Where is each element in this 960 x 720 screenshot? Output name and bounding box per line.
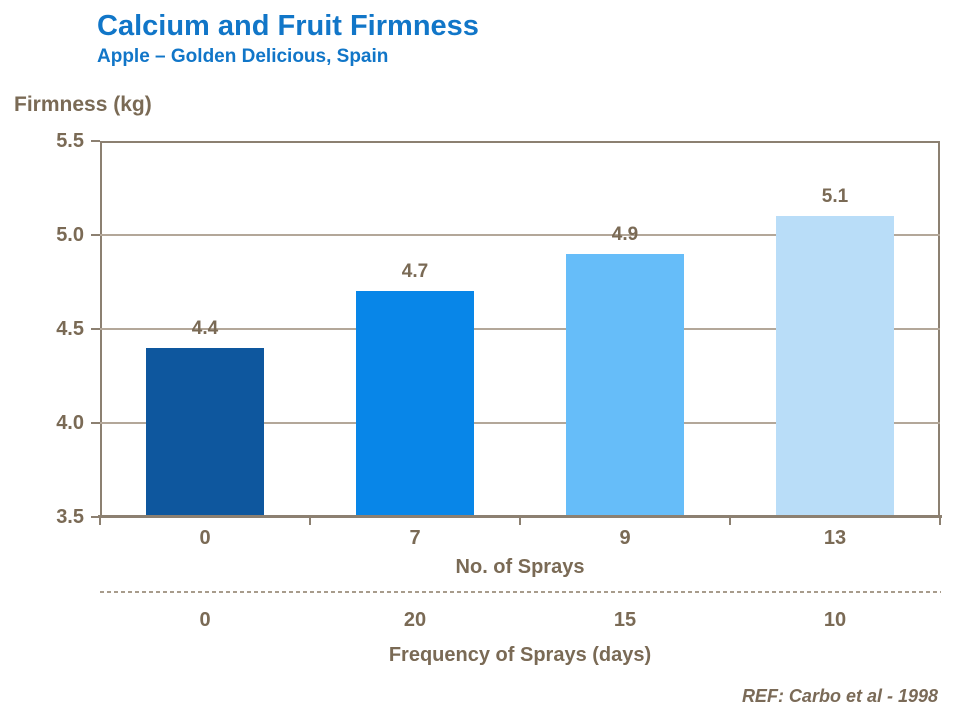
secondary-x-tick-label: 10 <box>823 609 847 631</box>
x-axis-title: No. of Sprays <box>455 556 585 578</box>
bar-value-label: 4.7 <box>401 261 429 283</box>
dashed-separator-line <box>100 591 941 593</box>
y-tick-mark <box>91 328 100 330</box>
y-tick-label: 5.5 <box>56 130 84 152</box>
y-tick-mark <box>91 516 100 518</box>
x-tick-mark <box>939 518 941 525</box>
bar-value-label: 4.9 <box>611 223 639 245</box>
secondary-x-tick-label: 0 <box>199 609 211 631</box>
y-tick-mark <box>91 140 100 142</box>
y-gridline <box>100 328 940 330</box>
x-tick-label: 9 <box>619 527 631 549</box>
bar <box>356 291 474 516</box>
y-gridline <box>100 234 940 236</box>
x-tick-label: 7 <box>409 527 421 549</box>
y-tick-label: 4.0 <box>56 412 84 434</box>
x-axis-line <box>98 515 942 518</box>
bar <box>776 216 894 516</box>
chart-subtitle: Apple – Golden Delicious, Spain <box>97 46 389 67</box>
y-tick-label: 4.5 <box>56 318 84 340</box>
secondary-x-axis-title: Frequency of Sprays (days) <box>388 644 652 666</box>
bar-value-label: 4.4 <box>191 317 219 339</box>
y-gridline <box>100 422 940 424</box>
reference-note: REF: Carbo et al - 1998 <box>741 686 938 706</box>
x-tick-label: 13 <box>823 527 847 549</box>
secondary-x-tick-label: 20 <box>403 609 427 631</box>
x-tick-label: 0 <box>199 527 211 549</box>
bar-value-label: 5.1 <box>821 186 849 208</box>
bar <box>146 347 264 516</box>
y-tick-label: 3.5 <box>56 506 84 528</box>
x-tick-mark <box>519 518 521 525</box>
x-tick-mark <box>309 518 311 525</box>
bar <box>566 253 684 516</box>
y-tick-mark <box>91 234 100 236</box>
x-tick-mark <box>729 518 731 525</box>
y-tick-mark <box>91 422 100 424</box>
secondary-x-tick-label: 15 <box>613 609 637 631</box>
chart-title: Calcium and Fruit Firmness <box>97 10 479 42</box>
y-tick-label: 5.0 <box>56 224 84 246</box>
x-tick-mark <box>99 518 101 525</box>
y-axis-title: Firmness (kg) <box>14 93 152 116</box>
